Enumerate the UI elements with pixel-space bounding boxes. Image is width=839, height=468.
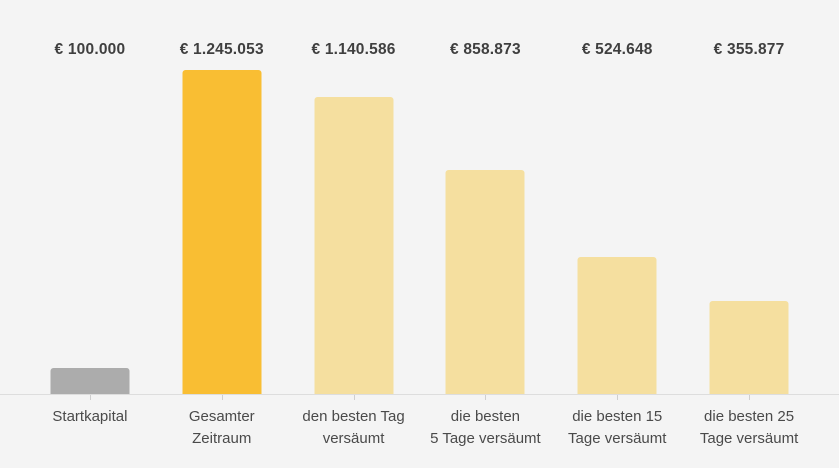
axis-tick xyxy=(353,395,355,400)
axis-tick xyxy=(617,395,619,400)
bar-value-label: € 524.648 xyxy=(581,41,653,58)
bar-value-label: € 1.245.053 xyxy=(179,41,264,58)
chart-column: € 355.877 die besten 25 Tage versäumt xyxy=(683,0,815,468)
bar-chart-plot: € 100.000 Startkapital € 1.245.053 Gesamter… xyxy=(24,0,815,468)
bar xyxy=(182,70,262,394)
chart-column: € 1.245.053 Gesamter Zeitraum xyxy=(156,0,288,468)
bar xyxy=(314,97,394,394)
bar-value-label: € 858.873 xyxy=(450,41,521,58)
bar-value-label: € 100.000 xyxy=(54,41,126,58)
chart-column: € 858.873 die besten 5 Tage versäumt xyxy=(419,0,551,468)
chart-column: € 524.648 die besten 15 Tage versäumt xyxy=(551,0,683,468)
axis-tick xyxy=(485,395,487,400)
x-axis-line xyxy=(0,394,839,395)
category-label: den besten Tag versäumt xyxy=(302,408,405,447)
bar-value-label: € 355.877 xyxy=(713,41,785,58)
category-label: Startkapital xyxy=(52,408,128,425)
bar-value-label: € 1.140.586 xyxy=(311,41,396,58)
bar xyxy=(50,368,130,394)
bar xyxy=(445,170,525,394)
category-label: die besten 25 Tage versäumt xyxy=(699,408,799,447)
chart-column: € 100.000 Startkapital xyxy=(24,0,156,468)
bar xyxy=(709,301,789,394)
category-label: die besten 5 Tage versäumt xyxy=(430,408,541,447)
bar xyxy=(577,257,657,394)
axis-tick xyxy=(749,395,751,400)
category-label: Gesamter Zeitraum xyxy=(188,408,255,447)
chart-column: € 1.140.586 den besten Tag versäumt xyxy=(288,0,420,468)
category-label: die besten 15 Tage versäumt xyxy=(568,408,667,447)
axis-tick xyxy=(221,395,223,400)
axis-tick xyxy=(89,395,91,400)
